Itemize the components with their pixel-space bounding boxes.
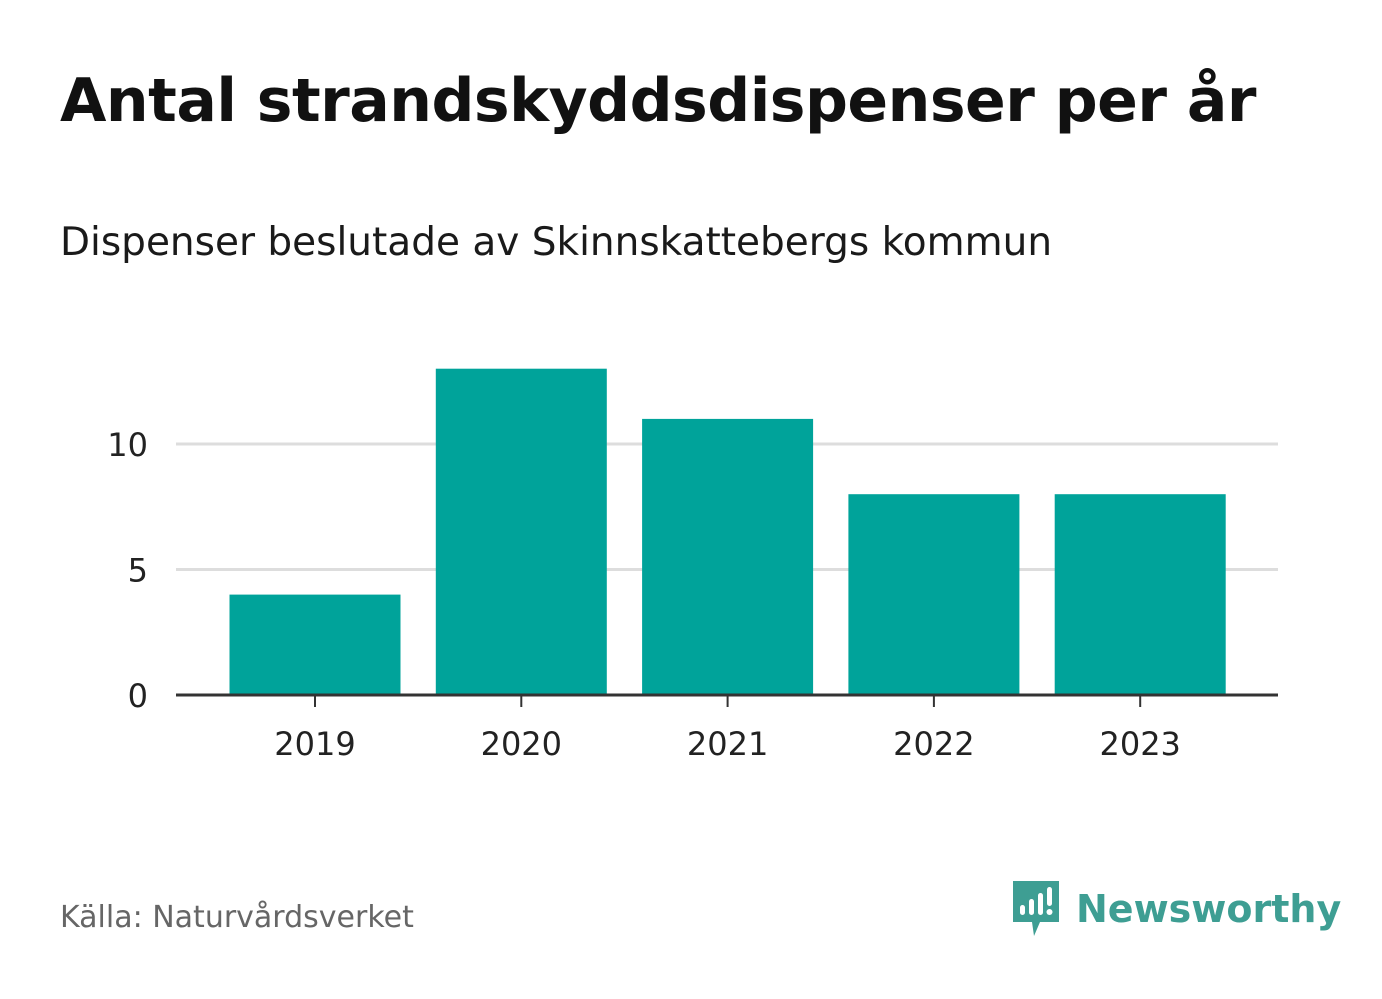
x-tick-label: 2020 xyxy=(481,725,562,763)
y-tick-label: 0 xyxy=(128,677,148,715)
y-tick-label: 10 xyxy=(107,426,148,464)
x-tick-label: 2021 xyxy=(687,725,768,763)
bar-2023 xyxy=(1054,494,1226,695)
chart-title: Antal strandskyddsdispenser per år xyxy=(60,66,1256,136)
bar-2021 xyxy=(642,418,814,695)
bar-2019 xyxy=(229,594,401,695)
newsworthy-logo-icon xyxy=(1013,881,1059,936)
bar-2022 xyxy=(848,494,1020,695)
chart-subtitle: Dispenser beslutade av Skinnskattebergs … xyxy=(60,220,1053,265)
x-tick-label: 2023 xyxy=(1099,725,1180,763)
brand-logo: Newsworthy xyxy=(1010,878,1341,940)
y-tick-label: 5 xyxy=(128,552,148,590)
x-tick-label: 2022 xyxy=(893,725,974,763)
brand-name: Newsworthy xyxy=(1076,887,1342,931)
x-tick-label: 2019 xyxy=(274,725,355,763)
source-note: Källa: Naturvårdsverket xyxy=(60,900,414,935)
bar-2020 xyxy=(435,368,607,695)
